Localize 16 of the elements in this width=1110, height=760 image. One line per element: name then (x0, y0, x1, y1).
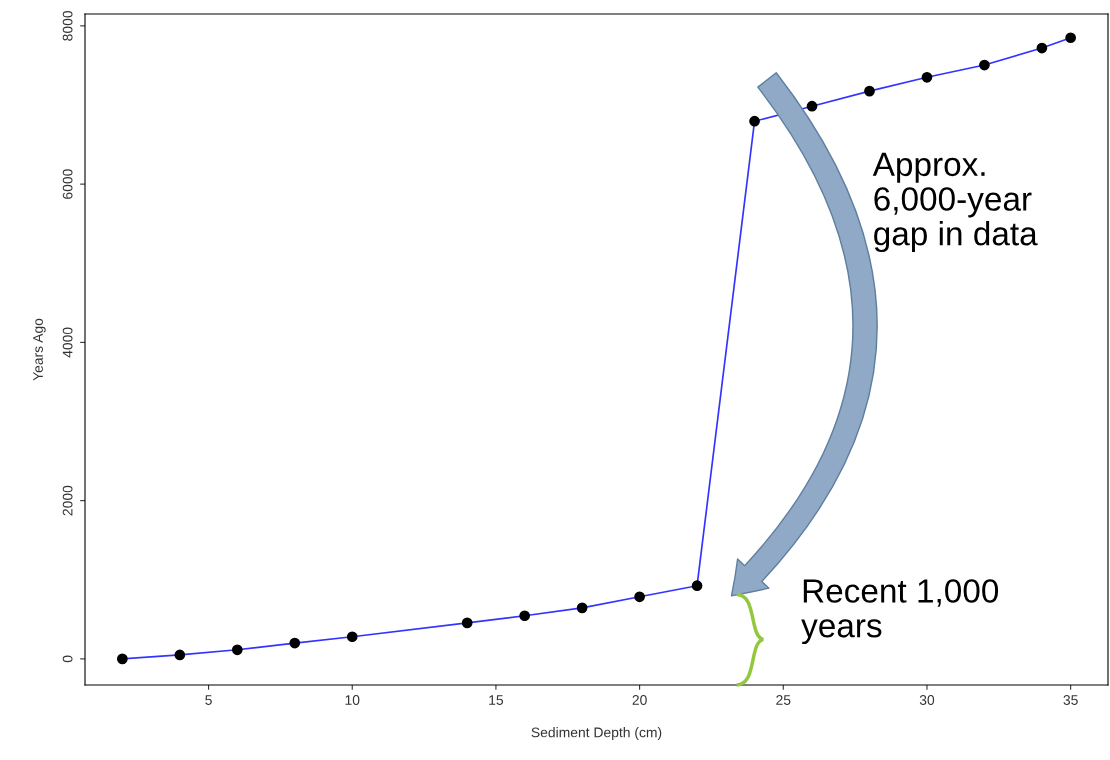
y-tick-label: 8000 (62, 10, 73, 41)
x-tick-label: 35 (1063, 695, 1078, 705)
x-tick-label: 15 (489, 695, 504, 705)
y-axis-title: Years Ago (33, 318, 46, 381)
x-axis-title: Sediment Depth (cm) (531, 727, 662, 741)
annotation: Recent 1,000 years (801, 579, 999, 645)
y-tick-label: 0 (62, 655, 73, 663)
x-tick-label: 5 (205, 695, 212, 705)
x-tick-label: 10 (345, 695, 360, 705)
y-tick-label: 4000 (62, 327, 73, 358)
y-tick-label: 2000 (62, 485, 73, 516)
annotation: Approx. 6,000-year gap in data (872, 152, 1038, 253)
y-tick-label: 6000 (62, 169, 73, 199)
x-tick-label: 20 (632, 695, 647, 705)
x-tick-label: 30 (919, 695, 935, 705)
x-tick-label: 25 (776, 695, 791, 705)
